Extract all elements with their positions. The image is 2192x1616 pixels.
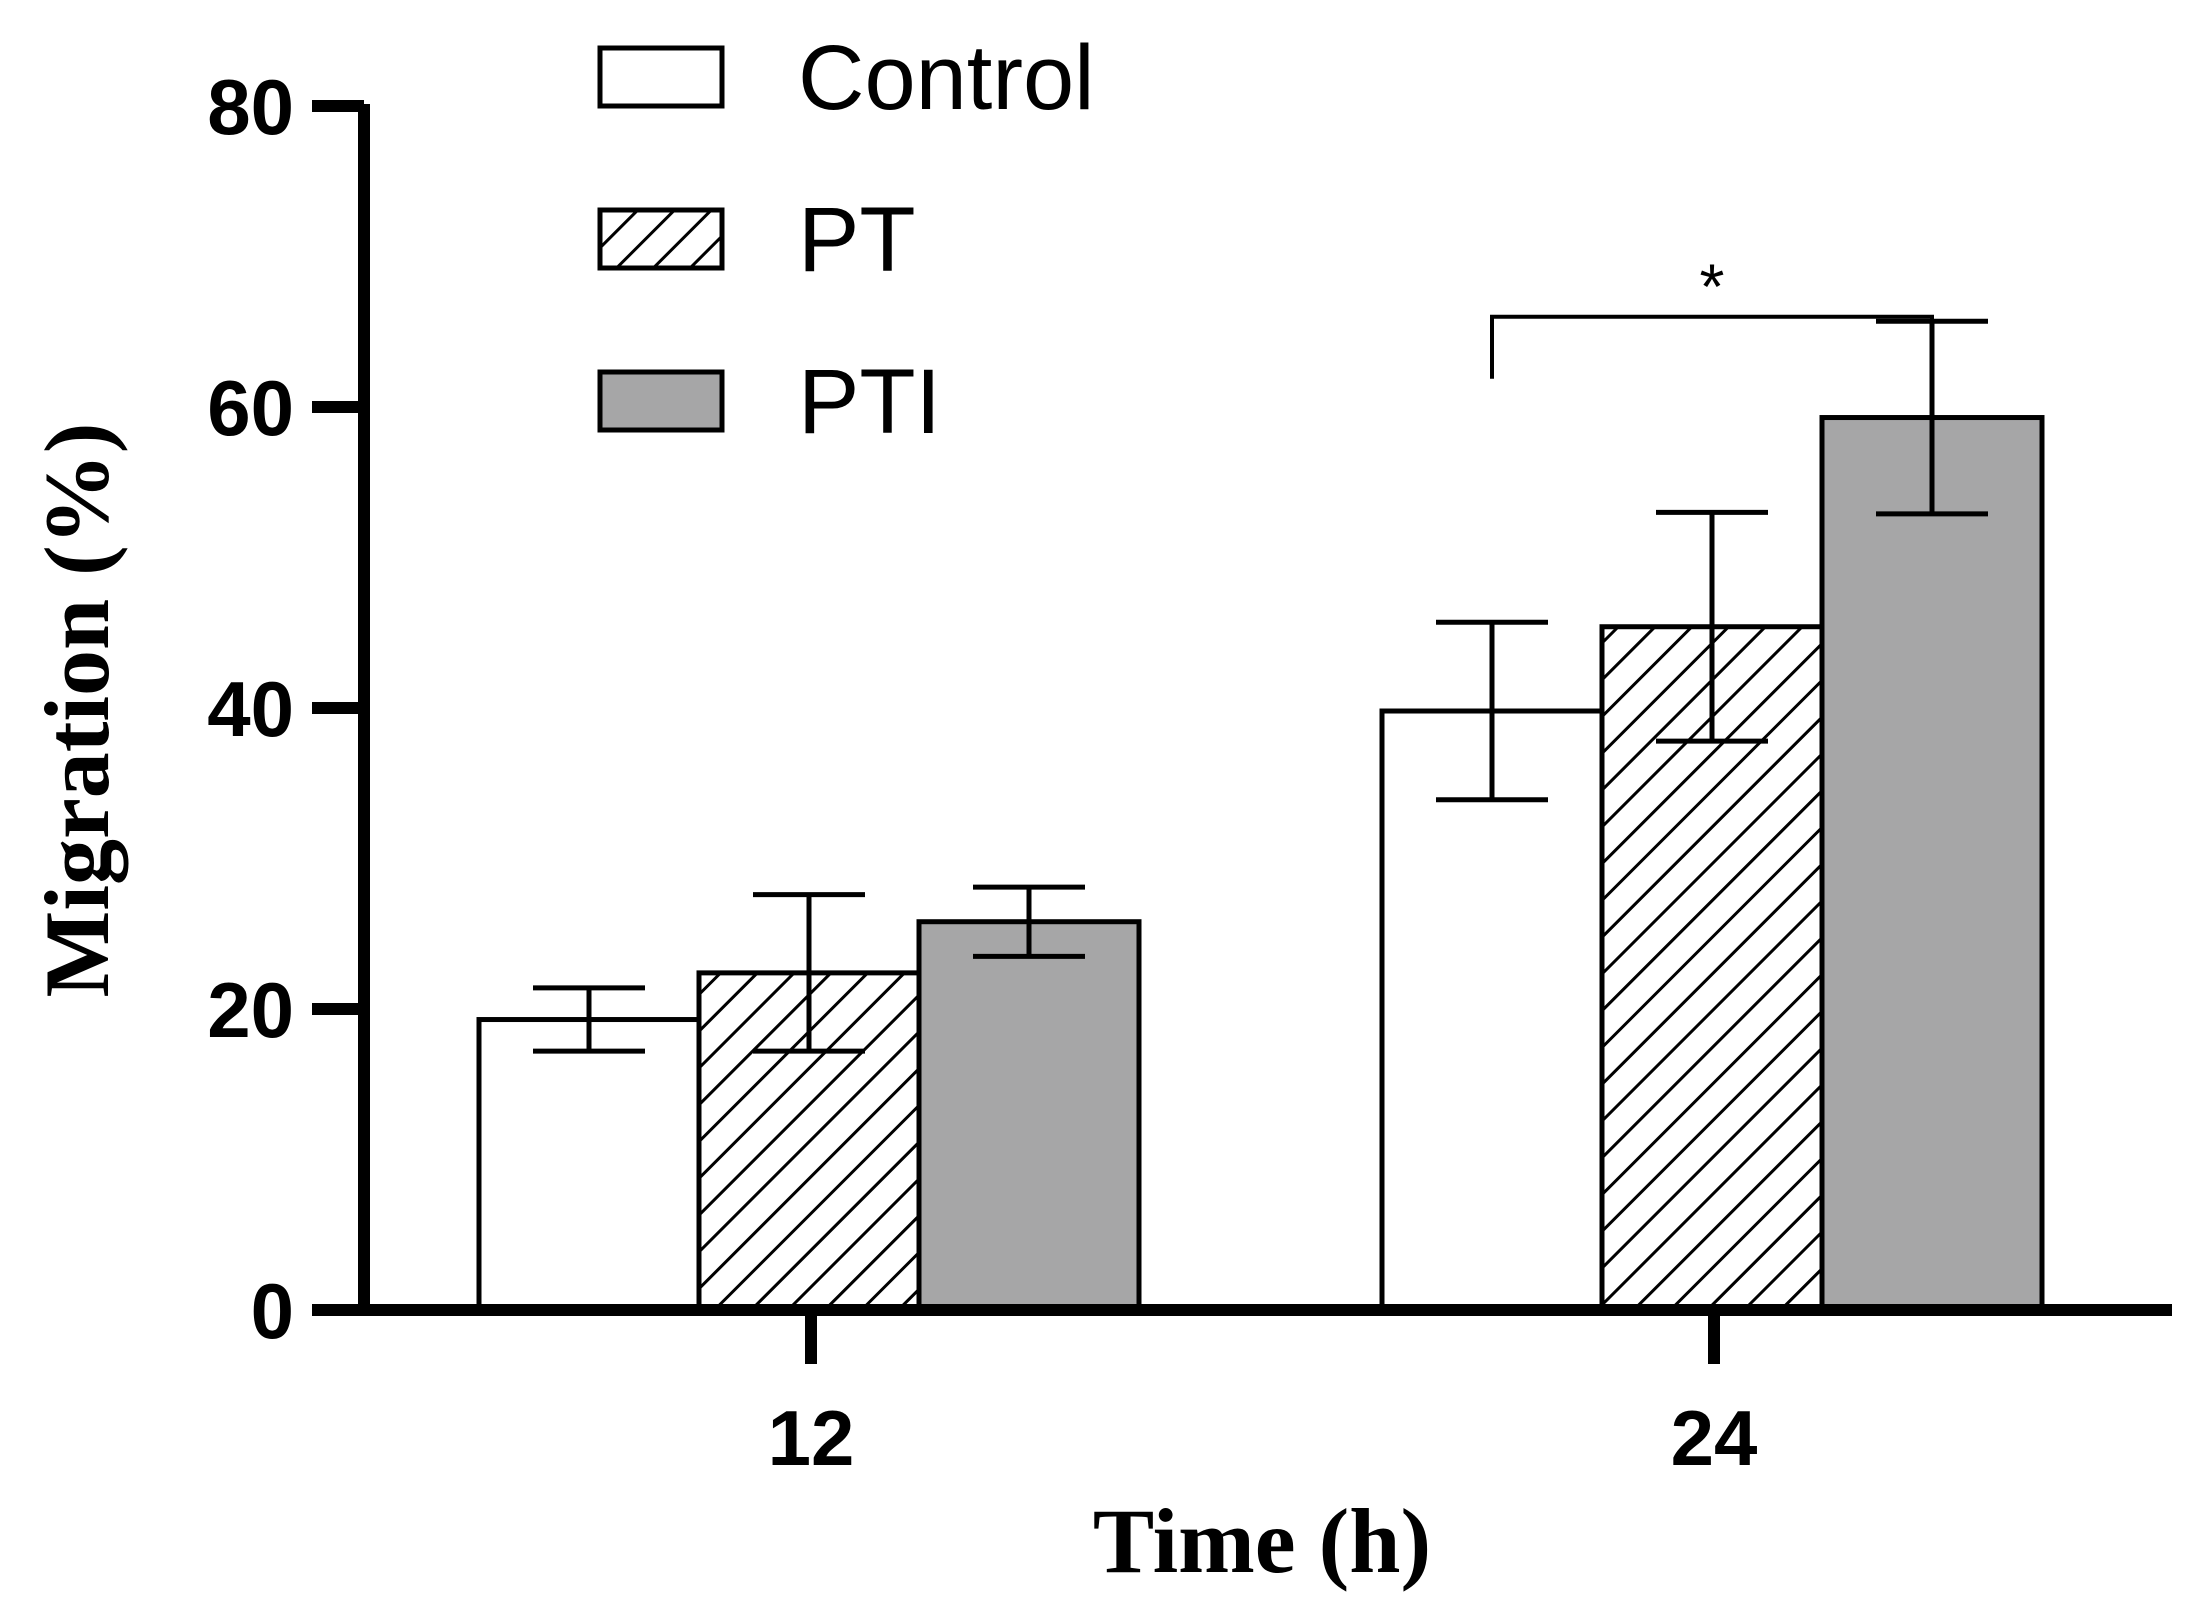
legend: Control PT PTI [597, 27, 1095, 453]
legend-swatch-pti [597, 369, 725, 433]
legend-label-pt: PT [798, 189, 916, 291]
legend-label-pti: PTI [798, 351, 941, 453]
y-tick-label-40: 40 [207, 665, 294, 753]
x-tick-label-24: 24 [1671, 1394, 1758, 1482]
bar-pti-12h [916, 919, 1142, 1313]
significance-bracket: * [1490, 251, 1934, 379]
y-tick-label-60: 60 [207, 364, 294, 452]
bar-pti-24h [1819, 415, 2045, 1313]
error-bar-control-12h [533, 985, 645, 1054]
y-axis-title: Migration (%) [26, 423, 128, 998]
error-bar-pt-24h [1656, 509, 1768, 744]
y-tick-label-20: 20 [207, 966, 294, 1054]
x-tick-label-12: 12 [768, 1394, 855, 1482]
error-bar-pti-12h [973, 884, 1085, 959]
x-axis-title: Time (h) [1093, 1490, 1431, 1592]
error-bar-control-24h [1436, 619, 1548, 803]
significance-label: * [1700, 251, 1725, 323]
significance-bracket-line [1490, 314, 1934, 379]
y-tick-label-0: 0 [251, 1267, 294, 1355]
error-bar-pt-12h [753, 892, 865, 1054]
legend-label-control: Control [798, 27, 1095, 129]
bar-control-12h [476, 1017, 702, 1313]
legend-swatch-pt [597, 207, 725, 271]
legend-swatch-control [597, 45, 725, 109]
y-tick-label-80: 80 [207, 63, 294, 151]
bar-control-24h [1379, 708, 1605, 1313]
